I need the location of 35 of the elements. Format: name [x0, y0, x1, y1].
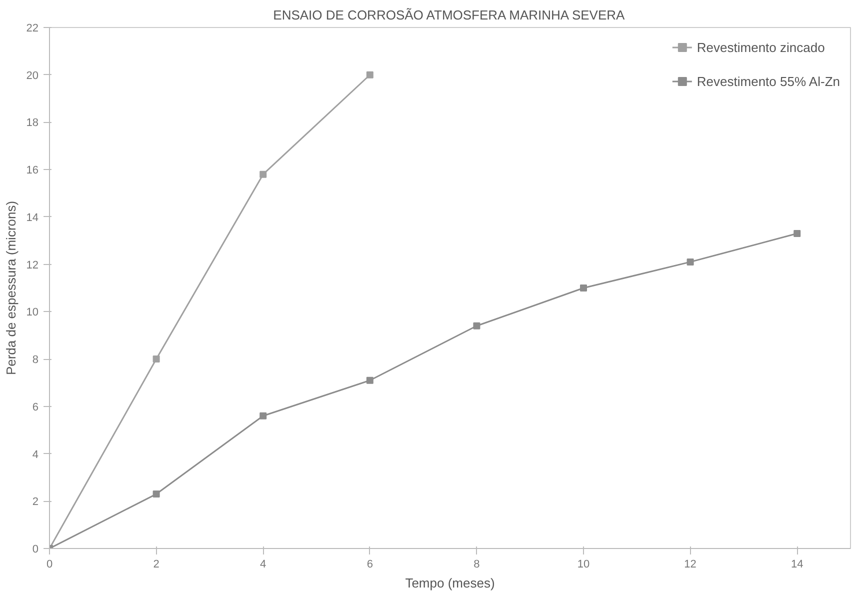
y-tick-label: 10 [26, 306, 39, 319]
point [152, 490, 160, 498]
y-tick-label: 4 [32, 448, 39, 461]
y-tick-label: 6 [32, 401, 39, 414]
point [686, 258, 694, 266]
point [794, 230, 801, 238]
y-tick-label: 16 [26, 164, 39, 177]
y-tick-label: 18 [26, 117, 39, 130]
point [366, 376, 374, 384]
y-tick-label: 22 [26, 22, 39, 34]
x-axis-title: Tempo (meses) [405, 576, 495, 590]
x-tick-label: 8 [474, 558, 480, 570]
chart-title: ENSAIO DE CORROSÃO ATMOSFERA MARINHA SEVERA [273, 8, 626, 22]
x-tick-label: 2 [153, 558, 160, 570]
x-tick-label: 12 [684, 558, 696, 570]
point [260, 170, 267, 178]
point [260, 412, 267, 420]
y-tick-label: 8 [32, 354, 39, 366]
x-tick-label: 4 [260, 558, 266, 570]
y-axis-title: Perda de espessura (microns) [3, 200, 18, 376]
y-tick-label: 12 [26, 259, 39, 272]
x-tick-label: 10 [577, 558, 590, 570]
y-tick-label: 20 [26, 70, 39, 82]
y-tick-label: 0 [32, 544, 39, 556]
x-tick-label: 6 [366, 558, 373, 570]
x-tick-label: 0 [46, 558, 53, 570]
legend-label: Revestimento zincado [696, 40, 825, 54]
point [152, 356, 160, 363]
point [580, 284, 587, 292]
x-tick-label: 14 [790, 558, 804, 570]
y-tick-label: 14 [26, 212, 39, 224]
legend-label: Revestimento 55% Al-Zn [696, 74, 840, 88]
point [366, 71, 374, 78]
y-tick-label: 2 [32, 496, 39, 508]
point [473, 322, 480, 330]
